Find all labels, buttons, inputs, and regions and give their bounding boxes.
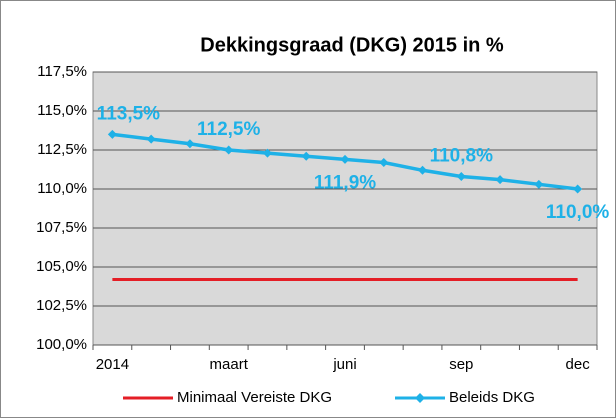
data-label: 112,5% <box>197 119 260 140</box>
data-marker <box>495 175 505 185</box>
x-tick-label: maart <box>210 356 249 373</box>
chart-title: Dekkingsgraad (DKG) 2015 in % <box>200 34 504 56</box>
x-tick-label: 2014 <box>96 356 129 373</box>
data-marker <box>224 145 234 155</box>
y-tick-label: 102,5% <box>36 297 87 314</box>
legend-marker <box>415 393 425 403</box>
legend-label: Beleids DKG <box>449 389 535 406</box>
x-tick-label: juni <box>332 356 356 373</box>
data-marker <box>262 148 272 158</box>
data-marker <box>301 151 311 161</box>
plot-area <box>92 71 598 346</box>
y-tick-label: 107,5% <box>36 219 87 236</box>
y-tick-label: 115,0% <box>37 102 87 119</box>
data-label: 111,9% <box>314 172 376 193</box>
data-marker <box>418 165 428 175</box>
data-marker <box>146 134 156 144</box>
y-tick-label: 110,0% <box>37 180 87 197</box>
data-marker <box>185 139 195 149</box>
legend-label: Minimaal Vereiste DKG <box>177 389 332 406</box>
data-marker <box>534 179 544 189</box>
x-tick-label: sep <box>449 356 473 373</box>
y-tick-label: 100,0% <box>36 336 87 353</box>
data-marker <box>107 129 117 139</box>
data-marker <box>379 157 389 167</box>
data-marker <box>456 172 466 182</box>
data-marker <box>340 154 350 164</box>
y-tick-label: 112,5% <box>37 141 87 158</box>
data-marker <box>573 184 583 194</box>
data-label: 110,0% <box>546 202 609 223</box>
y-tick-label: 117,5% <box>37 63 87 80</box>
x-tick-label: dec <box>566 356 591 373</box>
data-label: 110,8% <box>430 146 493 167</box>
y-tick-label: 105,0% <box>36 258 87 275</box>
data-label: 113,5% <box>97 103 160 124</box>
